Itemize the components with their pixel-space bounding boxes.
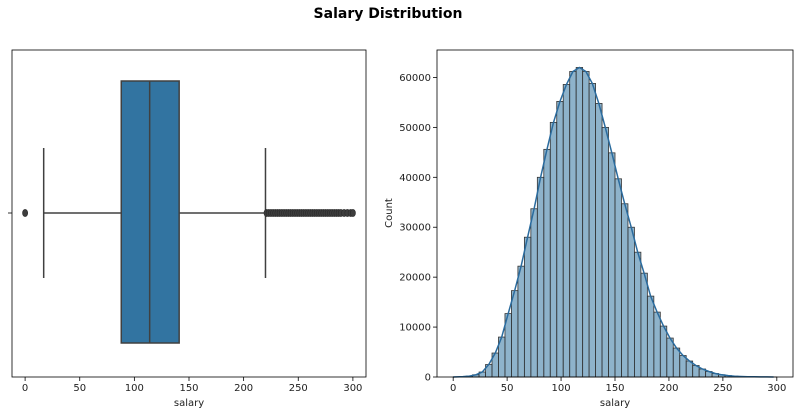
histogram-bar [588,83,596,378]
outlier-point [349,209,356,217]
boxplot-x-ticks: 0 50 100 150 200 250 300 [22,377,362,394]
histogram-y-axis-label: Count [384,198,395,228]
histogram-x-tick-label: 300 [767,383,786,394]
histogram-x-tick-label: 100 [552,383,571,394]
histogram-bar [614,178,622,378]
histogram-bar [523,236,532,378]
boxplot-x-tick-label: 100 [125,383,144,394]
histogram-x-tick-label: 150 [605,383,624,394]
histogram-y-tick-label: 50000 [399,123,431,134]
histogram-bar [549,121,558,378]
boxplot-x-tick-label: 0 [22,383,28,394]
histogram-bar [666,337,674,378]
histogram-bar [646,295,655,378]
histogram-bar [621,203,629,378]
histogram-bar [517,265,525,378]
histogram-bar [543,148,551,378]
histogram-x-tick-label: 200 [659,383,678,394]
histogram-x-axis-label: salary [600,398,630,409]
boxplot-marks [22,80,356,344]
histogram-y-tick-label: 40000 [399,173,431,184]
histogram-y-tick-label: 30000 [399,223,431,234]
outlier-point [22,209,29,217]
histogram-bar [608,152,616,378]
histogram-bar [659,325,668,378]
histogram-x-ticks: 0 50 100 150 200 250 300 [450,377,786,394]
histogram-x-tick-label: 50 [501,383,514,394]
histogram-y-tick-label: 10000 [399,323,431,334]
histogram-y-tick-label: 60000 [399,73,431,84]
boxplot-x-tick-label: 300 [343,383,362,394]
histogram-bar [536,176,545,378]
kde-curve [453,66,774,378]
histogram-bar [556,101,564,378]
histogram-bar [569,71,577,378]
histogram-bar [679,355,687,378]
histogram-bars [452,67,778,378]
figure-title: Salary Distribution [314,6,463,22]
histogram-bar [653,311,661,378]
histogram-x-tick-label: 0 [450,383,456,394]
histogram-bar [672,347,681,378]
histogram-bar [634,251,642,378]
histogram-bar [562,84,571,378]
histogram-bar [575,67,584,378]
histogram-y-tick-label: 20000 [399,273,431,284]
histogram-bar [595,103,603,378]
boxplot-x-tick-label: 150 [179,383,198,394]
histogram-bar [530,208,538,378]
histogram-y-tick-label: 0 [425,373,431,384]
histogram-y-ticks: 0 10000 20000 30000 40000 50000 60000 [399,73,437,384]
histogram-panel: 0 50 100 150 200 250 300 0 10000 20000 30000 40000… [384,49,794,409]
boxplot-x-axis-label: salary [174,398,204,409]
histogram-bar [582,71,590,378]
boxplot-x-tick-label: 250 [289,383,308,394]
histogram-bar [511,290,519,378]
boxplot-x-tick-label: 50 [73,383,86,394]
histogram-bar [601,126,609,378]
histogram-bar [627,226,635,378]
boxplot-x-tick-label: 200 [234,383,253,394]
boxplot-panel: 0 50 100 150 200 250 300 salary [8,49,367,409]
histogram-x-tick-label: 250 [713,383,732,394]
histogram-bar [640,272,648,378]
